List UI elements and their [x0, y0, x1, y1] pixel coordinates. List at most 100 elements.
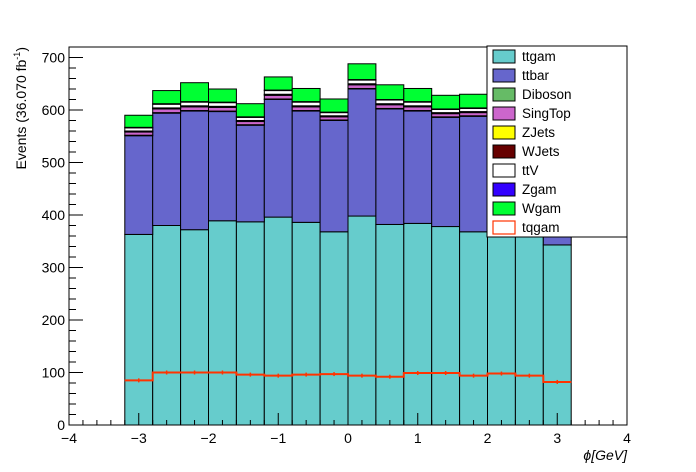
bar-ttbar-bin-7: [291, 110, 321, 223]
y-axis-title: Events (36.070 fb-1): [12, 47, 29, 169]
bar-ttgam-bin-3: [180, 229, 210, 426]
bar-wgam-bin-6: [263, 76, 293, 91]
bar-ttgam-bin-16: [542, 244, 572, 426]
bar-ttbar-bin-1: [124, 135, 154, 235]
x-tick-label: 0: [344, 430, 352, 446]
bar-ttbar-bin-10: [375, 108, 405, 225]
legend-swatch-wjets: [492, 144, 516, 159]
bar-wgam-bin-9: [347, 63, 377, 81]
bar-ttv-bin-4: [208, 102, 237, 107]
legend: ttgam ttbar Diboson SingTop ZJets WJets ttV Zga…: [486, 45, 628, 238]
bar-singtop-bin-9: [347, 84, 377, 89]
bar-ttgam-bin-7: [291, 221, 321, 426]
y-axis-title-superscript: -1: [12, 52, 22, 60]
bar-singtop-bin-7: [291, 106, 321, 112]
x-tick-label: 3: [553, 430, 561, 446]
bar-singtop-bin-4: [208, 106, 237, 112]
bar-wgam-bin-5: [235, 103, 265, 118]
bar-wgam-bin-10: [375, 84, 405, 101]
bar-ttbar-bin-2: [152, 112, 182, 226]
bar-ttgam-bin-1: [124, 233, 154, 426]
legend-label-wjets: WJets: [522, 144, 560, 159]
x-axis: −4 −3 −2 −1 0 1 2 3 4: [61, 413, 631, 446]
bar-singtop-bin-11: [403, 106, 433, 112]
legend-label-zjets: ZJets: [522, 125, 555, 140]
legend-swatch-singtop: [492, 106, 516, 121]
bar-ttgam-bin-14: [487, 229, 516, 426]
x-tick-label: 4: [623, 430, 631, 446]
bar-ttgam-bin-8: [319, 231, 349, 426]
legend-label-singtop: SingTop: [522, 106, 571, 121]
bar-ttgam-bin-4: [208, 220, 237, 426]
x-tick-label: 1: [414, 430, 422, 446]
y-tick-label: 0: [57, 417, 65, 433]
bar-ttbar-bin-9: [347, 88, 377, 217]
bar-ttgam-bin-13: [459, 231, 489, 426]
bar-wgam-bin-12: [431, 94, 461, 110]
bar-ttgam-bin-12: [431, 226, 461, 426]
bar-ttv-bin-10: [375, 99, 405, 105]
legend-swatch-ttv: [492, 163, 516, 178]
bar-wgam-bin-8: [319, 98, 349, 113]
bar-ttgam-bin-15: [514, 232, 544, 426]
legend-swatch-ttbar: [492, 68, 516, 83]
bar-ttgam-bin-2: [152, 225, 182, 426]
legend-swatch-wgam: [492, 201, 516, 216]
bar-wgam-bin-13: [459, 93, 489, 109]
bar-ttv-bin-9: [347, 79, 377, 85]
legend-swatch-zgam: [492, 182, 516, 197]
bar-ttgam-bin-11: [403, 222, 433, 426]
bar-ttv-bin-6: [263, 90, 293, 95]
signal-histogram: [124, 370, 572, 384]
y-tick-label: 400: [42, 207, 66, 223]
y-axis-title-main: Events (36.070 fb: [13, 59, 29, 169]
bar-wgam-bin-7: [291, 87, 321, 103]
y-axis: 0 100 200 300 400 500 600 700: [42, 46, 83, 433]
bar-ttv-bin-11: [403, 101, 433, 107]
bar-wgam-bin-3: [180, 82, 210, 103]
x-tick-label: −3: [131, 430, 147, 446]
signal-tqgam-line: [124, 371, 572, 383]
bar-ttv-bin-7: [291, 101, 321, 107]
bar-ttbar-bin-11: [403, 110, 433, 224]
bar-ttbar-bin-4: [208, 111, 237, 222]
legend-swatch-tqgam: [492, 220, 516, 235]
x-tick-label: −2: [201, 430, 217, 446]
bar-singtop-bin-10: [375, 104, 405, 109]
legend-label-diboson: Diboson: [522, 87, 572, 102]
x-tick-label: 2: [484, 430, 492, 446]
legend-label-zgam: Zgam: [522, 182, 557, 197]
bar-ttbar-bin-12: [431, 116, 461, 228]
y-tick-label: 500: [42, 155, 66, 171]
y-tick-label: 300: [42, 260, 66, 276]
bar-wgam-bin-4: [208, 88, 237, 103]
bar-ttbar-bin-13: [459, 115, 489, 233]
legend-label-ttgam: ttgam: [522, 49, 556, 64]
bar-ttv-bin-2: [152, 103, 182, 109]
bar-wgam-bin-11: [403, 87, 433, 103]
legend-label-tqgam: tqgam: [522, 220, 560, 235]
bar-ttbar-bin-5: [235, 124, 265, 223]
bar-singtop-bin-3: [180, 106, 210, 112]
y-tick-label: 200: [42, 312, 66, 328]
bar-singtop-bin-6: [263, 94, 293, 100]
legend-swatch-ttgam: [492, 49, 516, 64]
bar-ttbar-bin-6: [263, 99, 293, 218]
legend-label-ttv: ttV: [522, 163, 539, 178]
x-tick-label: −1: [270, 430, 286, 446]
y-tick-label: 600: [42, 102, 66, 118]
y-tick-label: 700: [42, 50, 66, 66]
bar-ttgam-bin-10: [375, 223, 405, 426]
y-tick-label: 100: [42, 365, 66, 381]
bar-singtop-bin-2: [152, 108, 182, 114]
bar-ttgam-bin-9: [347, 215, 377, 426]
bar-ttgam-bin-5: [235, 221, 265, 426]
legend-swatch-diboson: [492, 87, 516, 102]
bar-ttgam-bin-6: [263, 216, 293, 426]
bar-ttv-bin-3: [180, 101, 210, 107]
y-axis-title-close: ): [13, 47, 29, 52]
bar-wgam-bin-1: [124, 114, 154, 128]
bar-ttbar-bin-3: [180, 110, 210, 231]
x-axis-title: ϕ[GeV]: [583, 447, 628, 463]
